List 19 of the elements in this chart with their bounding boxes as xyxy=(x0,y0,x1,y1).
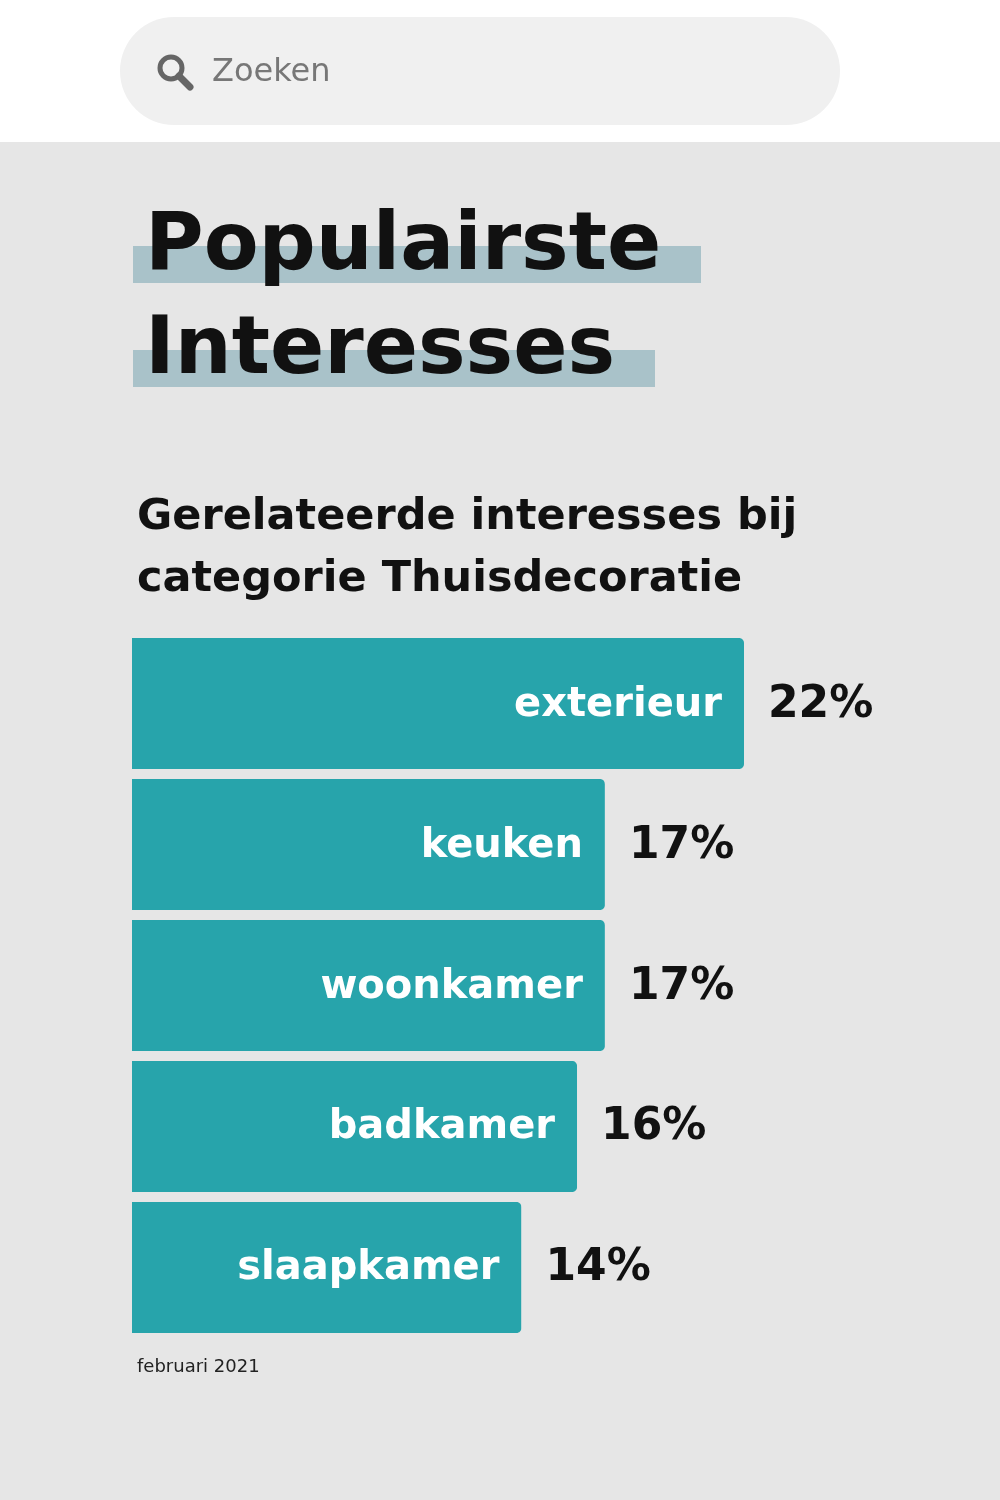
data-label: 16% xyxy=(601,1098,707,1150)
bar xyxy=(132,1060,578,1193)
data-label: 17% xyxy=(628,957,735,1009)
bar xyxy=(132,1201,522,1333)
chart-title: Populairste Interesses xyxy=(133,195,702,392)
bar xyxy=(132,919,605,1052)
bar xyxy=(132,638,744,770)
y-tick-label: woonkamer xyxy=(320,960,584,1007)
data-label: 22% xyxy=(768,675,874,727)
y-tick-label: badkamer xyxy=(328,1101,556,1148)
text: februari 2021 xyxy=(137,1355,260,1376)
y-tick-label: keuken xyxy=(420,819,583,866)
data-label: 17% xyxy=(628,816,735,868)
text: Zoeken xyxy=(212,51,331,89)
y-tick-label: exterieur xyxy=(514,678,723,725)
chart-subtitle: Gerelateerde interesses bij categorie Thuisdecoratie xyxy=(137,488,799,603)
bar xyxy=(132,778,605,911)
data-label: 14% xyxy=(545,1239,651,1291)
y-tick-label: slaapkamer xyxy=(237,1242,500,1289)
